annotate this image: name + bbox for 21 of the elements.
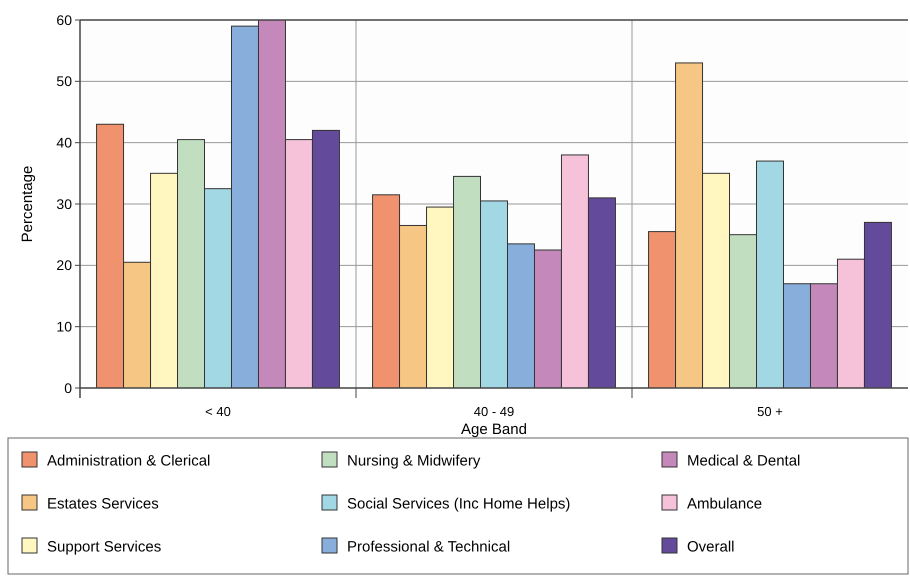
y-tick-label: 40 [56, 134, 72, 151]
legend-label: Support Services [47, 538, 162, 556]
legend-label: Nursing & Midwifery [347, 452, 481, 470]
y-tick-label: 20 [56, 257, 72, 274]
legend-label: Estates Services [47, 495, 159, 512]
legend-label: Professional & Technical [347, 538, 510, 556]
x-axis-title: Age Band [461, 421, 527, 438]
x-tick-label: 40 - 49 [474, 404, 514, 419]
y-tick-label: 50 [56, 73, 72, 90]
legend-label: Ambulance [687, 495, 762, 512]
legend-label: Overall [687, 538, 735, 556]
x-tick-label: 50 + [757, 404, 783, 419]
y-tick-label: 60 [56, 12, 72, 28]
y-tick-label: 30 [56, 196, 72, 212]
y-tick-label: 10 [56, 318, 72, 335]
y-tick-label: 0 [64, 380, 72, 396]
y-axis-title: Percentage [19, 166, 36, 242]
x-tick-label: < 40 [205, 404, 231, 419]
legend-label: Social Services (Inc Home Helps) [347, 495, 570, 512]
legend-label: Medical & Dental [687, 452, 800, 470]
legend-label: Administration & Clerical [47, 452, 210, 470]
